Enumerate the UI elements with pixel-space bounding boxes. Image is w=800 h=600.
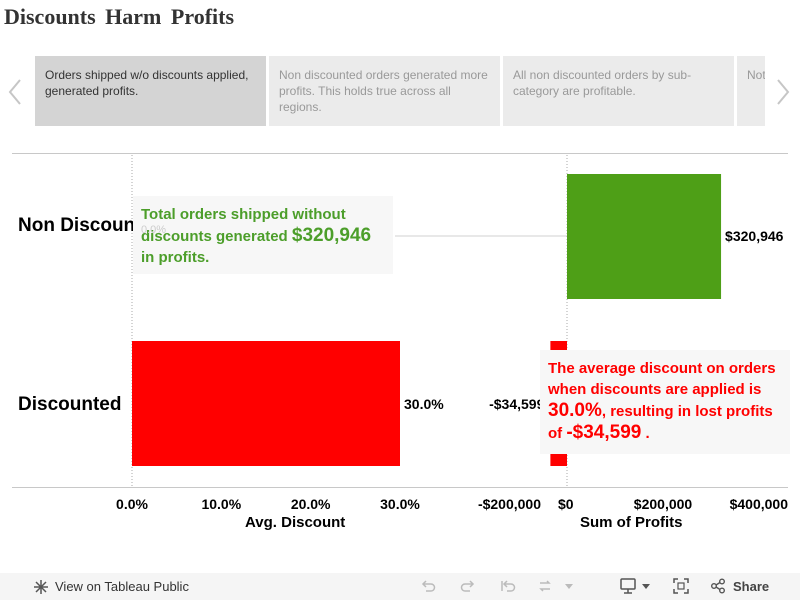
- data-label-profit-1: -$34,599: [489, 396, 544, 412]
- previous-arrow-icon[interactable]: [6, 76, 24, 108]
- story-point-1[interactable]: Orders shipped w/o discounts applied, ge…: [35, 56, 266, 126]
- annotation-text: , resulting in lost profits of: [548, 403, 773, 442]
- row-label-non-discounted: Non Discounted: [18, 215, 164, 236]
- story-point-text: All non discounted orders by sub-categor…: [513, 68, 692, 98]
- page-title: Discounts Harm Profits: [4, 4, 235, 29]
- tick-label-profit: $400,000: [730, 496, 789, 512]
- chart-canvas: 30.0% 0.0% 10.0% 20.0% 30.0% $320,946 -$34,599…: [116, 155, 789, 512]
- tableau-logo-icon: [34, 580, 48, 594]
- tick-label-profit: $0: [558, 496, 574, 512]
- story-point-2[interactable]: Non discounted orders generated more pro…: [269, 56, 500, 126]
- annotation-text: Total orders shipped without discounts g…: [141, 206, 346, 245]
- undo-icon[interactable]: [420, 578, 436, 594]
- annotation-value: 30.0%: [548, 400, 602, 421]
- redo-icon[interactable]: [460, 578, 476, 594]
- row-label-discounted: Discounted: [18, 394, 122, 415]
- story-point-text: Non discounted orders generated more pro…: [279, 68, 488, 114]
- chevron-down-icon[interactable]: [565, 584, 573, 590]
- story-point-3[interactable]: All non discounted orders by sub-categor…: [503, 56, 734, 126]
- chevron-down-icon[interactable]: [642, 584, 650, 590]
- annotation-non-discounted: 0.0% Total orders shipped without discou…: [133, 196, 393, 274]
- annotation-value: -$34,599: [566, 422, 642, 443]
- chart-bottom-border: [12, 487, 788, 488]
- story-point-text: Not discounted orders category: [747, 68, 765, 82]
- view-on-tableau-link[interactable]: View on Tableau Public: [55, 579, 189, 594]
- share-icon[interactable]: [710, 578, 726, 594]
- next-arrow-icon[interactable]: [774, 76, 792, 108]
- tick-label-discount: 10.0%: [201, 496, 241, 512]
- tick-label-profit: $200,000: [634, 496, 693, 512]
- annotation-text: in profits.: [141, 249, 210, 266]
- story-point-text: Orders shipped w/o discounts applied, ge…: [45, 68, 249, 98]
- fullscreen-icon[interactable]: [673, 578, 689, 594]
- story-navigator: Orders shipped w/o discounts applied, ge…: [35, 56, 765, 126]
- revert-icon[interactable]: [500, 578, 516, 594]
- tick-label-discount: 30.0%: [380, 496, 420, 512]
- data-label-discount-1: 30.0%: [404, 396, 444, 412]
- annotation-text: The average discount on orders when disc…: [548, 360, 776, 398]
- annotation-value: $320,946: [291, 225, 372, 246]
- tick-label-discount: 0.0%: [116, 496, 148, 512]
- refresh-icon[interactable]: [537, 578, 553, 594]
- annotation-discounted: The average discount on orders when disc…: [540, 350, 790, 454]
- tick-label-discount: 20.0%: [291, 496, 331, 512]
- share-button[interactable]: Share: [733, 579, 770, 594]
- data-label-profit-0: $320,946: [725, 228, 784, 244]
- story-point-4[interactable]: Not discounted orders category: [737, 56, 765, 126]
- download-icon[interactable]: [620, 578, 638, 594]
- bar-discount-1: [132, 341, 400, 466]
- annotation-ghost-label: 0.0%: [141, 224, 167, 236]
- chart-top-border: [12, 153, 788, 154]
- annotation-text: .: [641, 425, 650, 442]
- footer-toolbar: [0, 573, 800, 600]
- tick-label-profit: -$200,000: [478, 496, 541, 512]
- bar-profit-0: [567, 174, 722, 299]
- axis-title-sum-of-profits: Sum of Profits: [580, 514, 683, 531]
- axis-title-avg-discount: Avg. Discount: [245, 514, 346, 531]
